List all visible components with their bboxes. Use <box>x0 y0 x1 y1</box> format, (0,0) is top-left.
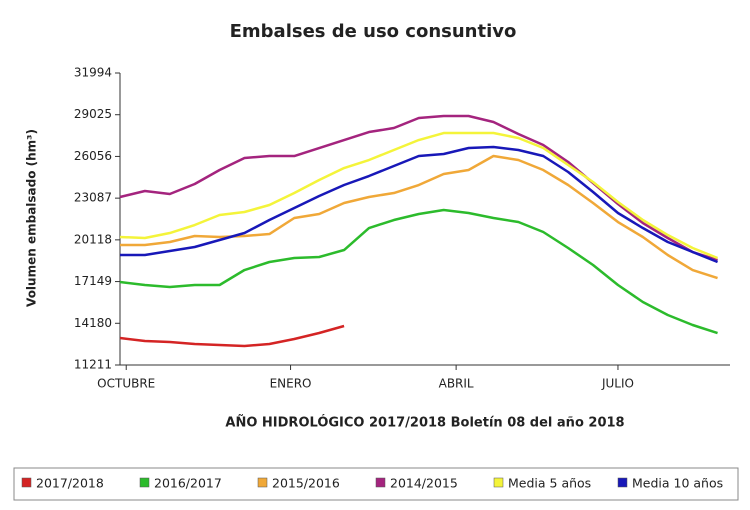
y-tick-label: 23087 <box>74 191 112 205</box>
legend-swatch <box>21 477 32 488</box>
y-tick-label: 14180 <box>74 316 112 330</box>
y-tick-label: 26056 <box>74 149 112 163</box>
series-line <box>120 154 718 280</box>
legend-swatch <box>493 477 504 488</box>
x-tick-label: ABRIL <box>439 377 474 391</box>
chart-title: Embalses de uso consuntivo <box>230 21 517 42</box>
legend-swatch <box>375 477 386 488</box>
series-line <box>119 324 345 348</box>
x-tick-label: OCTUBRE <box>97 377 155 391</box>
series-line <box>119 114 718 262</box>
y-tick-label: 20118 <box>74 232 112 246</box>
series-line <box>119 208 718 335</box>
legend-label: 2015/2016 <box>272 476 340 491</box>
y-tick-label: 29025 <box>74 107 112 121</box>
series-line <box>120 145 719 264</box>
y-axis-label: Volumen embalsado (hm³) <box>25 129 39 307</box>
legend-label: Media 10 años <box>632 476 723 491</box>
y-tick-label: 11211 <box>74 358 112 372</box>
legend-label: 2017/2018 <box>36 476 104 491</box>
legend-label: Media 5 años <box>508 476 591 491</box>
y-tick-label: 31994 <box>74 66 112 80</box>
y-tick-label: 17149 <box>74 274 112 288</box>
legend-label: 2016/2017 <box>154 476 222 491</box>
x-tick-label: JULIO <box>601 377 634 391</box>
legend-swatch <box>617 477 628 488</box>
legend-swatch <box>257 477 268 488</box>
x-axis-label: AÑO HIDROLÓGICO 2017/2018 Boletín 08 del… <box>225 415 624 431</box>
legend-swatch <box>139 477 150 488</box>
legend-label: 2014/2015 <box>390 476 458 491</box>
x-tick-label: ENERO <box>270 377 312 391</box>
series-line <box>119 131 719 260</box>
